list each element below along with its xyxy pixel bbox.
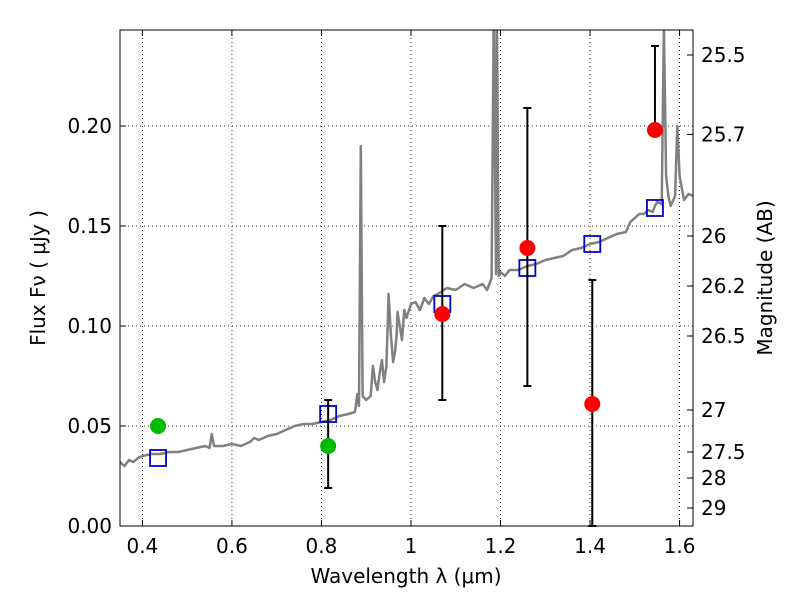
ticks: 0.4 0.6 0.8 1 1.2 1.4 1.6 0.00 0.05 0.10 0.15 0.20 2…: [67, 30, 746, 558]
y-axis-title: Flux Fν ( μJy ): [26, 210, 50, 346]
y2-tick-label: 26.2: [701, 274, 746, 298]
observed-flux-point: [150, 418, 167, 434]
y2-tick-label: 27.5: [701, 440, 746, 464]
observed-flux-point: [320, 438, 337, 454]
marker-layer: [149, 45, 664, 527]
y2-tick-label: 29: [701, 496, 726, 520]
grid: [120, 30, 693, 527]
observed-flux-point: [646, 122, 663, 138]
y2-tick-label: 25.5: [701, 43, 746, 67]
x-tick-label: 0.4: [126, 534, 158, 558]
x-tick-label: 0.8: [306, 534, 338, 558]
y-tick-label: 0.10: [67, 314, 112, 338]
plot-background: [120, 30, 693, 526]
model-photometry-square: [149, 449, 167, 467]
y2-tick-label: 26: [701, 224, 726, 248]
observed-flux-point: [519, 240, 536, 256]
y2-tick-label: 26.5: [701, 324, 746, 348]
plot-frame: [119, 29, 694, 527]
x-tick-label: 1: [405, 534, 418, 558]
x-tick-label: 0.6: [216, 534, 248, 558]
x-tick-label: 1.4: [574, 534, 606, 558]
y2-axis-title: Magnitude (AB): [753, 200, 777, 355]
y2-tick-label: 25.7: [701, 122, 746, 146]
model-photometry-square: [646, 199, 664, 217]
model-photometry-square: [583, 235, 602, 253]
data-layer: [120, 30, 693, 468]
y-tick-label: 0.20: [67, 114, 112, 138]
y2-tick-label: 27: [701, 398, 726, 422]
x-tick-label: 1.2: [485, 534, 517, 558]
model-spectrum-line: [120, 30, 693, 468]
observed-flux-point: [434, 306, 451, 322]
y-tick-label: 0.00: [67, 514, 112, 538]
x-tick-label: 1.6: [664, 534, 696, 558]
observed-flux-point: [584, 396, 601, 412]
y-tick-label: 0.15: [67, 214, 112, 238]
y-tick-label: 0.05: [67, 414, 112, 438]
x-axis-title: Wavelength λ (μm): [310, 564, 501, 588]
y2-tick-label: 28: [701, 466, 726, 490]
